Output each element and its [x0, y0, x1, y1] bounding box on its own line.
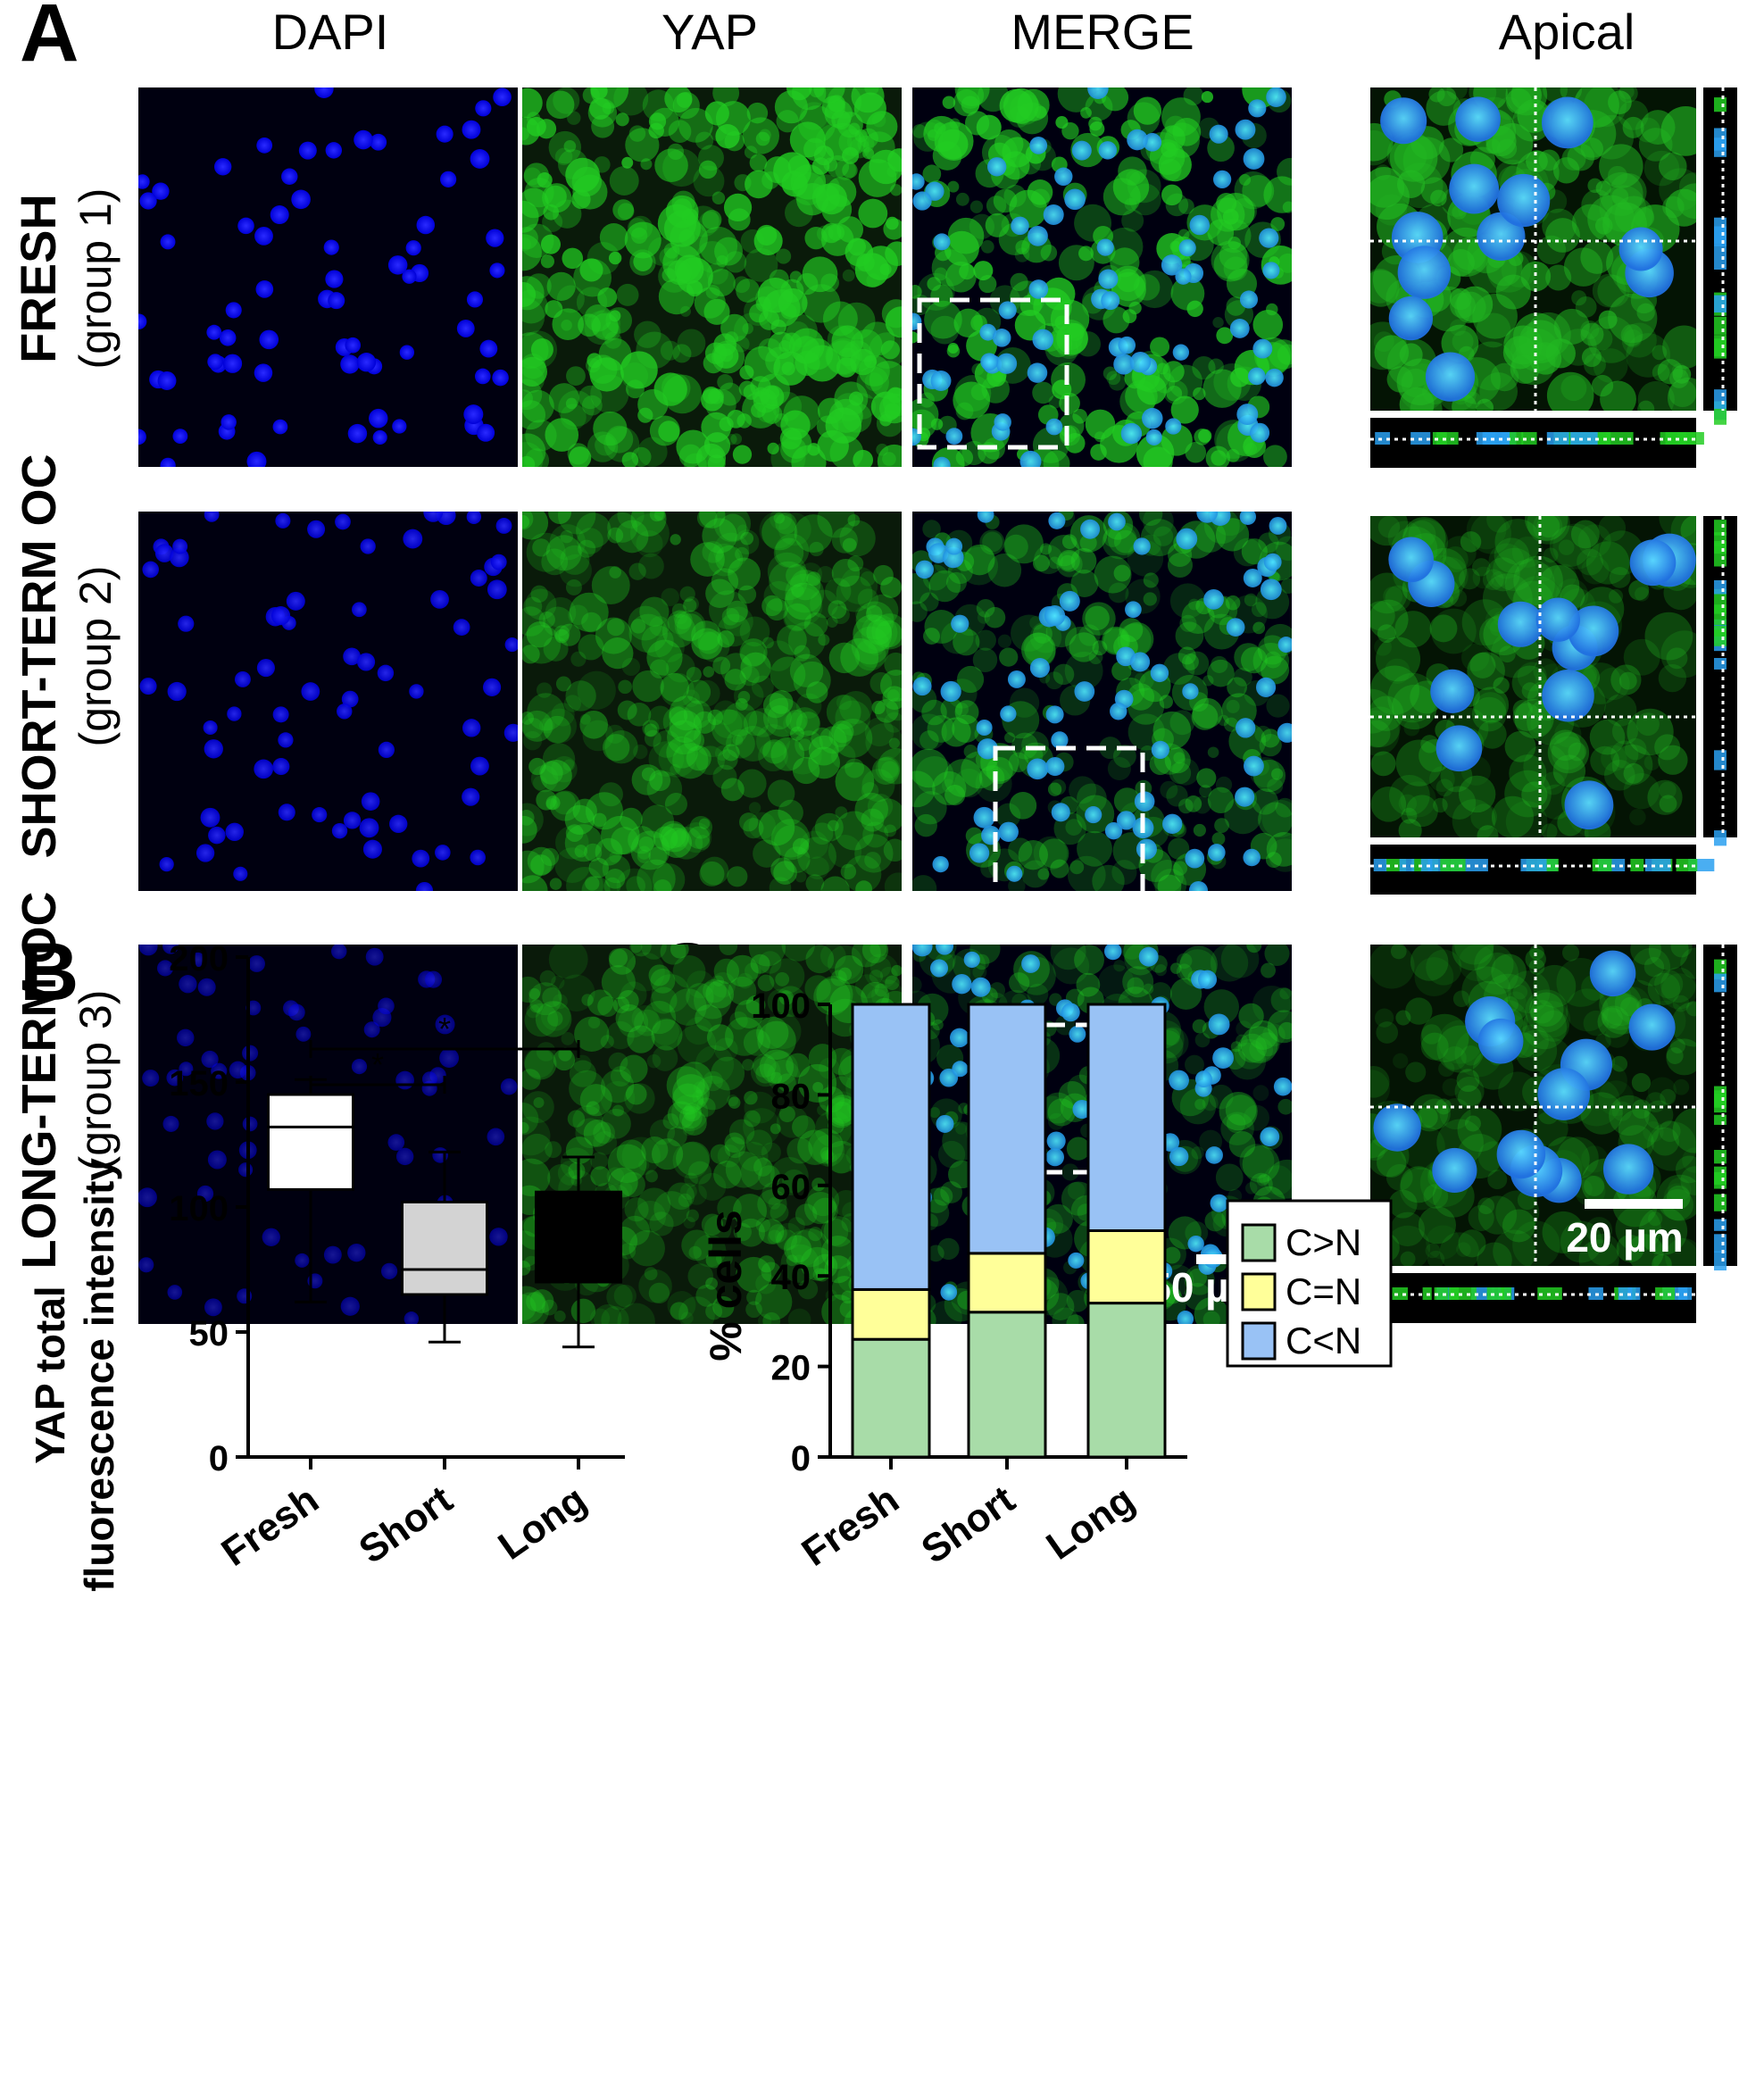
y-tick-label-150: 150: [169, 1064, 229, 1103]
svg-text:(group 2): (group 2): [71, 566, 121, 747]
y-tick-label-200: 200: [169, 939, 229, 978]
sig-star-1: *: [371, 1046, 384, 1083]
micrograph-row2-merge: [912, 512, 1292, 891]
legend-swatch-1: [1241, 1272, 1277, 1311]
svg-text:YAP total: YAP total: [27, 1286, 73, 1463]
micrograph-row1-dapi: [138, 87, 518, 467]
y-tick-label-20: 20: [771, 1349, 811, 1388]
svg-text:SHORT-TERM OC: SHORT-TERM OC: [12, 454, 66, 859]
y-tick-label-80: 80: [771, 1077, 811, 1116]
apical-panels: [1370, 87, 1737, 1323]
orthogonal-xz-row2: [1370, 845, 1715, 895]
y-tick-label-0: 0: [791, 1439, 811, 1478]
column-header-merge: MERGE: [1011, 4, 1194, 60]
x-tick-label-Long: Long: [1039, 1478, 1143, 1569]
orthogonal-yz-row1: [1703, 87, 1737, 425]
bar-Short-C<N: [967, 1003, 1047, 1255]
orthogonal-xz-row1: [1370, 418, 1704, 468]
bar-Long-C=N: [1086, 1229, 1167, 1305]
box-Short: [401, 1200, 488, 1296]
y-tick-label-40: 40: [771, 1258, 811, 1297]
column-header-dapi: DAPI: [272, 4, 389, 60]
svg-text:fluorescence intensity: fluorescence intensity: [76, 1158, 122, 1592]
x-tick-label-Short: Short: [914, 1478, 1023, 1572]
column-header-yap: YAP: [662, 4, 758, 60]
sig-star-0: *: [438, 1011, 451, 1047]
scale-bar-20um-label: 20 µm: [1566, 1214, 1683, 1261]
x-tick-label-Short: Short: [352, 1478, 461, 1572]
bar-Long-C<N: [1086, 1003, 1167, 1232]
bar-Fresh-C=N: [851, 1287, 931, 1341]
orthogonal-yz-row3: [1703, 945, 1737, 1271]
roi-box-row2: [993, 745, 1145, 898]
stacked-bar-y-label: % cells: [701, 1210, 751, 1361]
bar-Short-C=N: [967, 1252, 1047, 1314]
svg-text:(group 3): (group 3): [71, 990, 121, 1171]
legend-swatch-2: [1241, 1321, 1277, 1361]
row-label-short-term: SHORT-TERM OC (group 2): [12, 454, 121, 859]
chart-legend: C>N C=N C<N: [1226, 1199, 1393, 1368]
apical-panel-row1: [1370, 87, 1696, 411]
micrograph-row1-merge: [912, 87, 1292, 467]
stacked-bar-chart: 0 20 40 60 80 100 Fresh Short Long: [751, 987, 1187, 1575]
svg-text:FRESH: FRESH: [10, 194, 66, 363]
box-Fresh: [267, 1093, 354, 1191]
y-tick-label-100: 100: [751, 987, 811, 1026]
legend-label-2: C<N: [1286, 1320, 1361, 1361]
apical-panel-row3: [1370, 945, 1696, 1266]
x-tick-label-Fresh: Fresh: [213, 1478, 326, 1575]
scale-bar-20um: [1585, 1199, 1683, 1209]
y-tick-label-50: 50: [189, 1314, 229, 1353]
box-Long: [535, 1190, 622, 1284]
box-plot-y-label: YAP total fluorescence intensity: [27, 1158, 122, 1592]
orthogonal-xz-row3: [1370, 1273, 1696, 1323]
column-header-apical: Apical: [1499, 4, 1635, 60]
bar-Fresh-C>N: [851, 1337, 931, 1459]
svg-text:(group 1): (group 1): [71, 188, 121, 370]
micrograph-row2-yap: [522, 512, 902, 891]
legend-swatch-0: [1241, 1223, 1277, 1262]
x-tick-label-Long: Long: [491, 1478, 595, 1569]
bar-Long-C>N: [1086, 1302, 1167, 1459]
bar-Short-C>N: [967, 1311, 1047, 1459]
x-tick-label-Fresh: Fresh: [794, 1478, 906, 1575]
bar-Fresh-C<N: [851, 1003, 931, 1291]
panel-a-letter: A: [20, 0, 79, 79]
apical-panel-row2: [1370, 516, 1696, 837]
roi-box-row1: [917, 297, 1069, 450]
panel-b-letter: B: [20, 927, 79, 1018]
legend-label-0: C>N: [1286, 1221, 1361, 1263]
micrograph-row1-yap: [522, 87, 902, 467]
row-label-long-term: LONG-TERM OC (group 3): [12, 892, 121, 1270]
micrograph-row2-dapi: [138, 512, 518, 891]
svg-text:LONG-TERM OC: LONG-TERM OC: [12, 892, 66, 1270]
orthogonal-yz-row2: [1703, 516, 1737, 846]
y-tick-label-0: 0: [209, 1439, 229, 1478]
y-tick-label-60: 60: [771, 1168, 811, 1207]
row-label-fresh: FRESH (group 1): [10, 188, 121, 370]
legend-label-1: C=N: [1286, 1270, 1361, 1312]
y-tick-label-100: 100: [169, 1189, 229, 1228]
